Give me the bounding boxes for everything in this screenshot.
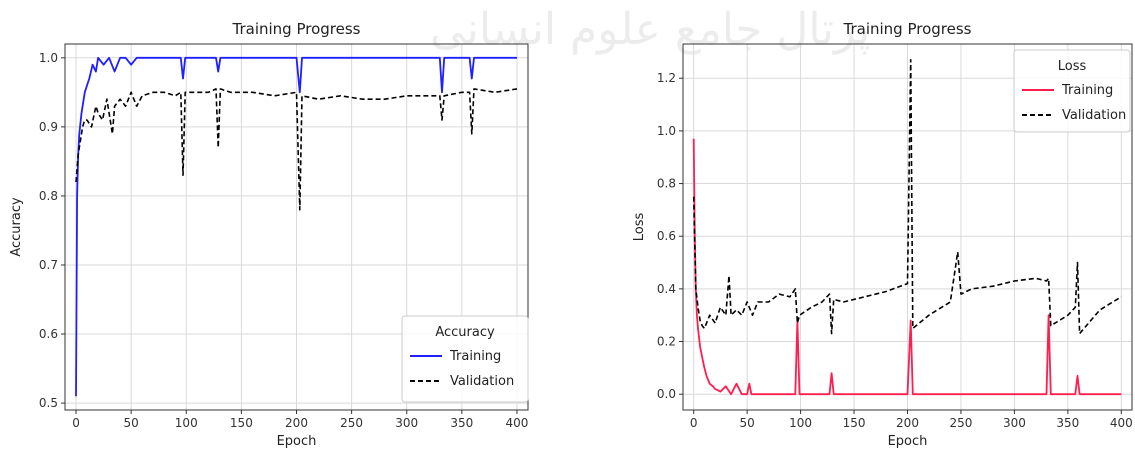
x-tick-label: 150 <box>843 416 866 430</box>
x-tick-label: 300 <box>395 416 418 430</box>
x-tick-label: 100 <box>175 416 198 430</box>
x-tick-label: 200 <box>896 416 919 430</box>
x-tick-label: 50 <box>124 416 139 430</box>
chart-title: Training Progress <box>232 20 361 38</box>
x-axis-label: Epoch <box>888 434 928 449</box>
series-line-validation <box>692 59 1122 335</box>
legend-title: Loss <box>1058 59 1087 74</box>
series-line-validation <box>75 88 518 211</box>
y-tick-label: 0.8 <box>657 177 676 191</box>
x-tick-label: 0 <box>72 416 80 430</box>
y-tick-label: 0.2 <box>657 335 676 349</box>
y-tick-label: 0.6 <box>657 229 676 243</box>
y-axis-label: Accuracy <box>9 197 24 257</box>
y-axis-label: Loss <box>632 213 647 242</box>
x-tick-label: 400 <box>1110 416 1133 430</box>
y-tick-label: 1.0 <box>657 124 676 138</box>
y-tick-label: 0.7 <box>39 258 58 272</box>
legend-label-validation: Validation <box>450 374 514 389</box>
legend-label-training: Training <box>449 349 501 364</box>
y-tick-label: 0.8 <box>39 189 58 203</box>
series-line-training <box>75 56 517 397</box>
x-tick-label: 50 <box>740 416 755 430</box>
y-tick-label: 1.2 <box>657 71 676 85</box>
x-tick-label: 350 <box>450 416 473 430</box>
x-axis-label: Epoch <box>277 434 317 449</box>
chart-title: Training Progress <box>843 20 972 38</box>
x-tick-label: 250 <box>949 416 972 430</box>
x-tick-label: 400 <box>506 416 529 430</box>
x-tick-label: 0 <box>690 416 698 430</box>
x-tick-label: 300 <box>1003 416 1026 430</box>
legend-label-training: Training <box>1061 83 1113 98</box>
x-tick-label: 150 <box>230 416 253 430</box>
y-tick-label: 0.6 <box>39 327 58 341</box>
x-tick-label: 200 <box>285 416 308 430</box>
y-tick-label: 0.9 <box>39 120 58 134</box>
y-tick-label: 1.0 <box>39 51 58 65</box>
y-tick-label: 0.0 <box>657 387 676 401</box>
legend-title: Accuracy <box>435 325 495 340</box>
legend-box <box>1013 49 1131 133</box>
x-tick-label: 350 <box>1056 416 1079 430</box>
series-line-training <box>692 138 1122 396</box>
legend-label-validation: Validation <box>1062 108 1126 123</box>
y-tick-label: 0.5 <box>39 396 58 410</box>
y-tick-label: 0.4 <box>657 282 676 296</box>
x-tick-label: 250 <box>340 416 363 430</box>
legend-box <box>401 315 529 403</box>
x-tick-label: 100 <box>789 416 812 430</box>
